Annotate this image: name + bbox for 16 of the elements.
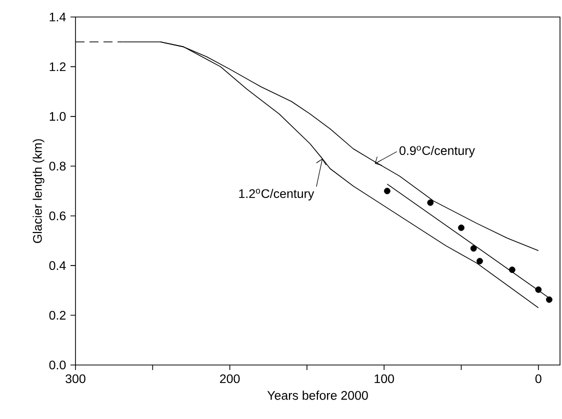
y-tick-label: 1.2 bbox=[50, 62, 66, 72]
x-tick-label: 0 bbox=[535, 374, 542, 384]
y-axis-title: Glacier length (km) bbox=[32, 139, 44, 243]
y-tick-label: 1.0 bbox=[50, 112, 66, 121]
y-tick-label: 0.6 bbox=[49, 211, 66, 220]
y-tick-label: 0.4 bbox=[49, 261, 66, 270]
annotation: 1.2$^{o}$C/century bbox=[239, 188, 314, 200]
x-tick-label: 100 bbox=[374, 374, 394, 384]
y-tick-label: 1.4 bbox=[50, 12, 66, 22]
y-tick-label: 0.8 bbox=[49, 162, 66, 171]
annotation: 0.9$^{o}$C/century bbox=[400, 146, 475, 158]
x-tick-label: 300 bbox=[66, 374, 86, 384]
y-tick-label: 0.0 bbox=[49, 360, 66, 370]
x-tick-label: 200 bbox=[220, 374, 240, 384]
y-tick-label: 0.2 bbox=[49, 310, 66, 320]
x-axis-title: Years before 2000 bbox=[267, 390, 368, 400]
